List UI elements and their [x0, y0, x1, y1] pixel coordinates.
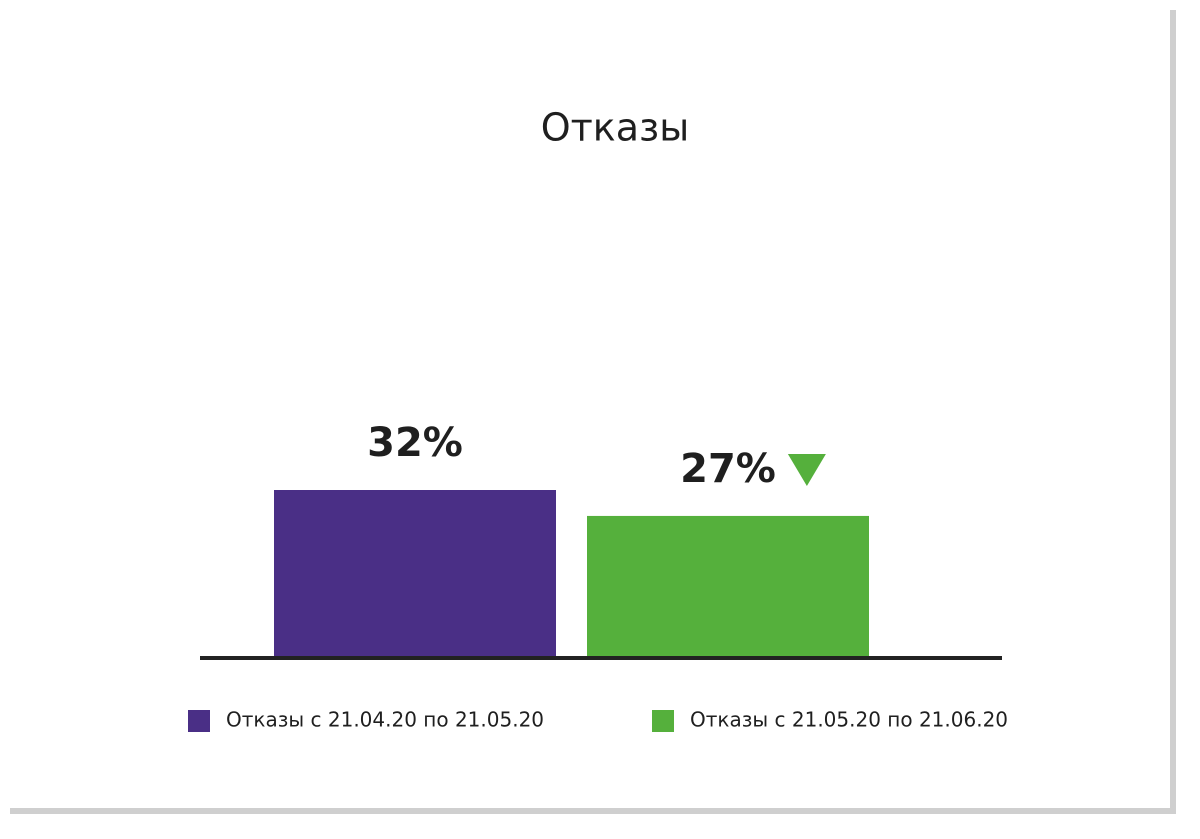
- bar: [587, 515, 869, 656]
- chart-title: Отказы: [541, 106, 690, 150]
- bar: [274, 490, 556, 656]
- card: [4, 4, 1170, 808]
- down-arrow: [787, 453, 826, 486]
- legend-swatch: [652, 710, 674, 732]
- value-label: 32%: [367, 420, 463, 466]
- legend-swatch: [188, 710, 210, 732]
- legend-label: Отказы с 21.04.20 по 21.05.20: [226, 708, 544, 732]
- legend-label: Отказы с 21.05.20 по 21.06.20: [690, 708, 1008, 732]
- value-label: 27%: [680, 446, 776, 492]
